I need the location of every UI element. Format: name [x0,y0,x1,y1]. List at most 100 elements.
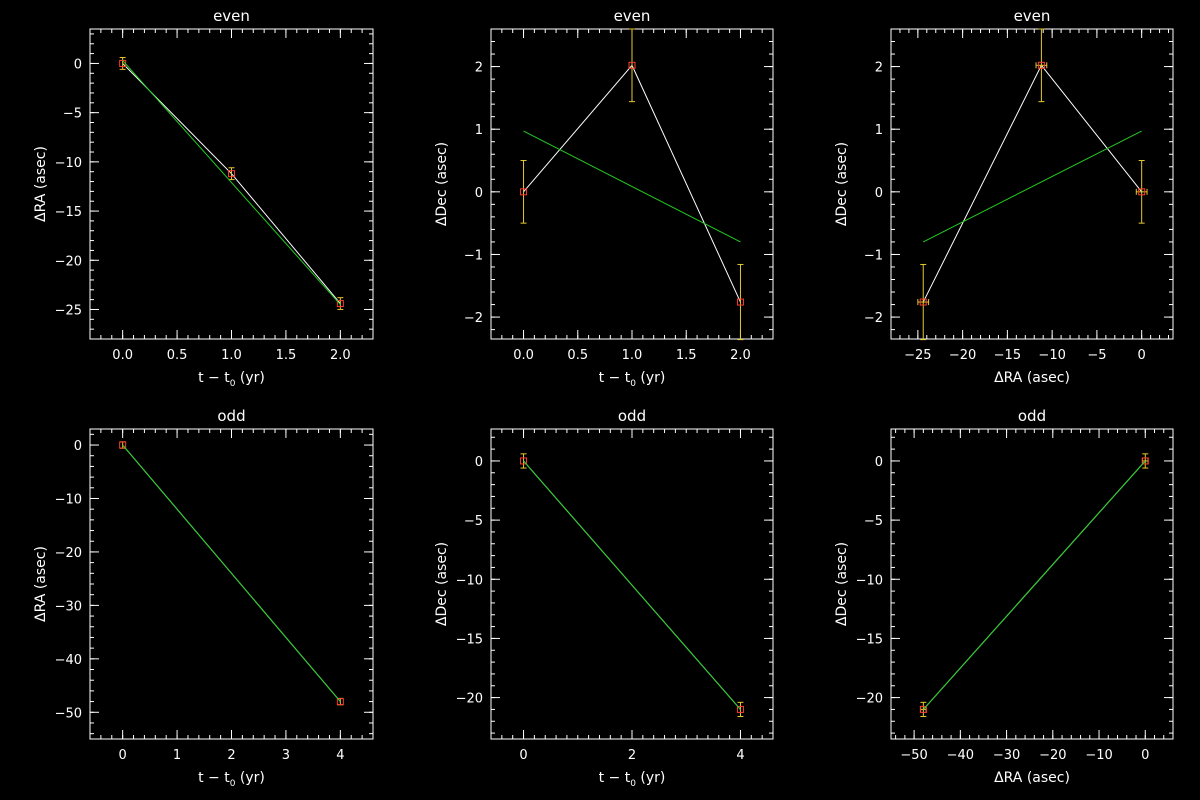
x-tick-label: −25 [904,348,931,363]
y-tick-label: 2 [475,61,483,76]
y-tick-label: −20 [55,254,82,269]
x-tick-label: −30 [993,748,1020,763]
fit-line [922,460,1146,710]
fit-line [122,60,341,305]
y-tick-label: −50 [55,706,82,721]
x-tick-label: 2 [628,748,636,763]
x-tick-label: 0.5 [567,348,588,363]
y-axis-label: ΔDec (asec) [834,542,850,626]
fit-line [122,444,341,702]
plot-frame [890,28,1174,340]
y-tick-label: −5 [864,514,883,529]
data-point [628,61,636,69]
minor-ticks [890,28,1173,339]
minor-ticks [891,429,1174,739]
y-tick-label: 0 [475,186,483,201]
y-tick-label: 0 [74,439,82,454]
plot-frame [490,428,774,740]
chart-title: even [614,7,651,25]
x-tick-label: −5 [1087,348,1106,363]
x-tick-label: 0.5 [167,348,188,363]
y-tick-label: −2 [864,311,883,326]
x-tick-label: 0.0 [513,348,534,363]
chart-title: even [1014,7,1051,25]
y-tick-label: −5 [464,514,483,529]
x-tick-label: −10 [1085,748,1112,763]
x-tick-label: 4 [336,748,344,763]
panel-2: 0.0 0.5 1.0 1.5 2.0 2 1 0 −1 −2 even t − t0 (yr) ΔDe… [434,7,774,389]
x-tick-label: −15 [994,348,1021,363]
chart-title: odd [618,407,646,425]
y-tick-label: −15 [856,632,883,647]
y-tick-label: −30 [55,599,82,614]
y-tick-label: −20 [456,692,483,707]
y-axis-label: ΔDec (asec) [834,142,850,226]
data-point [1141,457,1149,465]
data-point [119,441,127,449]
fit-line [923,130,1142,243]
x-tick-label: 2.0 [730,348,751,363]
y-tick-label: 0 [475,455,483,470]
panel-3: −25 −20 −15 −10 −5 0 2 1 0 −1 −2 even ΔRA (asec) ΔDec… [834,7,1174,386]
data-point [736,705,744,713]
chart-title: even [213,7,250,25]
x-tick-label: 1.0 [221,348,242,363]
y-tick-label: −25 [55,303,82,318]
y-tick-label: 0 [875,455,883,470]
x-axis-label: t − t0 (yr) [599,770,666,789]
x-tick-label: 0 [1138,348,1146,363]
data-point [520,188,528,196]
x-axis-label: t − t0 (yr) [599,370,666,389]
y-tick-label: −15 [456,632,483,647]
y-tick-label: −1 [864,248,883,263]
y-axis-label: ΔDec (asec) [434,142,450,226]
y-tick-label: −15 [55,205,82,220]
panel-1: 0.0 0.5 1.0 1.5 2.0 0 −5 −10 −15 −20 −25 even t − t0… [33,7,374,389]
x-tick-label: −10 [1038,348,1065,363]
y-axis-label: ΔRA (asec) [33,546,49,622]
x-tick-label: 4 [736,748,744,763]
x-tick-label: −40 [947,748,974,763]
data-point [1138,188,1146,196]
data-point [520,457,528,465]
y-tick-label: −20 [856,692,883,707]
y-tick-label: 1 [875,123,883,138]
y-tick-label: −10 [55,492,82,507]
panel-6: −50 −40 −30 −20 −10 0 0 −5 −10 −15 −20 odd ΔRA (asec… [834,407,1174,786]
x-tick-label: 1.0 [622,348,643,363]
fit-line [523,460,741,710]
x-tick-label: 2 [227,748,235,763]
x-axis-label: t − t0 (yr) [198,370,265,389]
x-tick-label: 1.5 [676,348,697,363]
y-tick-label: 0 [74,57,82,72]
x-tick-label: 0 [519,748,527,763]
fit-line [523,130,741,243]
y-tick-label: 0 [875,186,883,201]
x-tick-label: 0.0 [112,348,133,363]
x-tick-label: 0 [1141,748,1149,763]
x-axis-label: ΔRA (asec) [994,370,1070,386]
y-tick-label: −2 [464,311,483,326]
data-point [919,298,927,306]
x-tick-label: 1.5 [276,348,297,363]
minor-ticks [90,429,374,739]
y-tick-label: −1 [464,248,483,263]
y-axis-label: ΔDec (asec) [434,542,450,626]
x-axis-label: ΔRA (asec) [994,770,1070,786]
minor-ticks [491,429,774,739]
y-tick-label: 1 [475,123,483,138]
data-connector-line [922,64,1143,303]
x-tick-label: −20 [1039,748,1066,763]
y-tick-label: −10 [856,573,883,588]
data-point [336,698,344,706]
x-tick-label: −50 [900,748,927,763]
x-tick-label: 3 [282,748,290,763]
chart-title: odd [1018,407,1046,425]
x-tick-label: 1 [173,748,181,763]
plot-frame [89,428,374,740]
x-axis-label: t − t0 (yr) [198,770,265,789]
plot-frame [890,428,1174,740]
y-tick-label: −10 [55,156,82,171]
x-tick-label: 2.0 [330,348,351,363]
